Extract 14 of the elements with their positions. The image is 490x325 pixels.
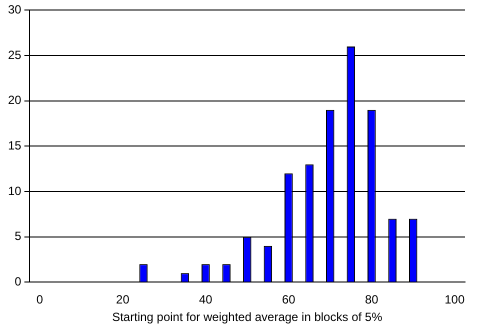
x-tick-label: 100 (444, 292, 465, 307)
y-tick-label: 0 (14, 274, 22, 289)
x-tick-label: 80 (364, 292, 379, 307)
x-tick-label: 40 (199, 292, 213, 307)
x-axis-title: Starting point for weighted average in blocks of 5% (112, 310, 383, 324)
y-tick-label: 20 (8, 93, 22, 108)
y-tick-label: 15 (8, 138, 22, 153)
y-tick-label: 30 (8, 2, 22, 17)
x-tick-label: 0 (36, 292, 44, 307)
x-tick-label: 20 (116, 292, 130, 307)
y-tick-label: 5 (14, 229, 22, 244)
x-tick-label: 60 (282, 292, 296, 307)
y-tick-label: 25 (8, 48, 22, 62)
y-tick-label: 10 (8, 184, 22, 198)
